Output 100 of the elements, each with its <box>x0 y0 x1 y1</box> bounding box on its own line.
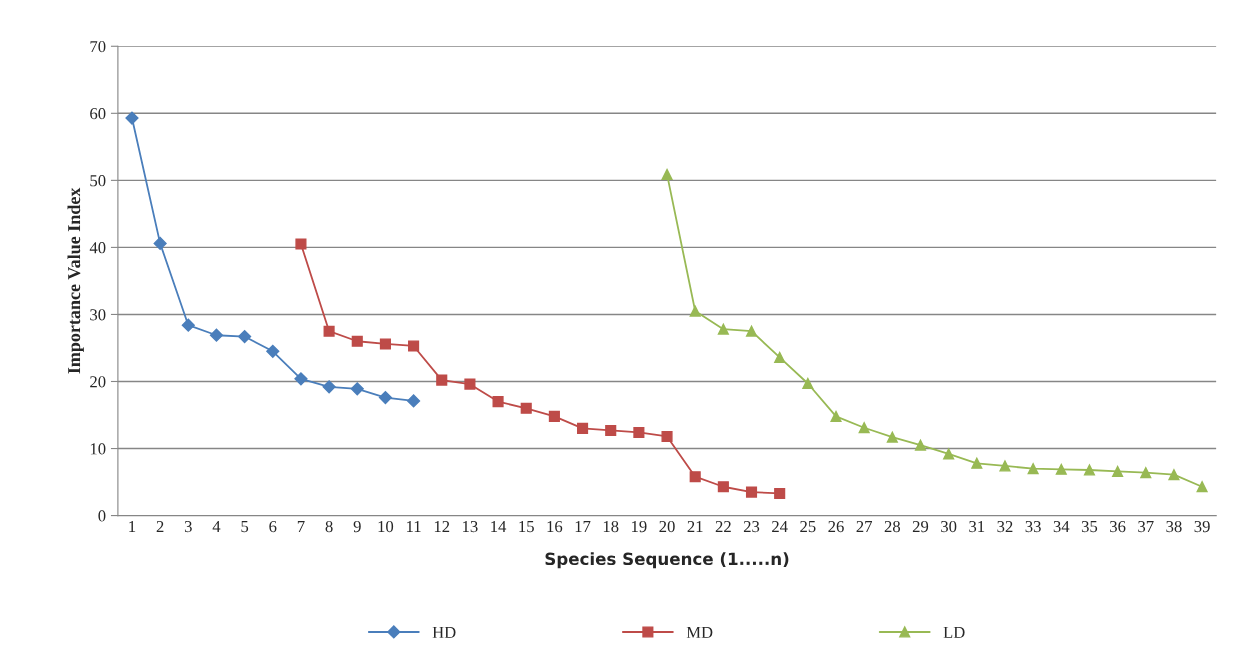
x-tick-label: 21 <box>687 520 703 533</box>
point <box>1083 464 1096 476</box>
point <box>238 329 252 344</box>
point <box>322 380 336 394</box>
point <box>802 377 814 390</box>
x-tick-label: 20 <box>659 520 675 533</box>
y-axis-title: Importance Value Index <box>67 187 84 374</box>
x-tick-label: 10 <box>378 520 394 533</box>
point <box>999 460 1011 472</box>
point <box>323 325 335 337</box>
x-tick-label: 36 <box>1110 520 1126 533</box>
legend-label: HD <box>432 626 456 638</box>
x-tick-label: 34 <box>1053 520 1070 533</box>
point <box>745 325 758 337</box>
x-tick-label: 1 <box>129 521 136 533</box>
point <box>181 318 195 332</box>
x-tick-label: 12 <box>434 520 450 533</box>
x-tick-label: 33 <box>1025 520 1041 533</box>
y-tick-label: 30 <box>90 309 106 321</box>
x-tick-label: 14 <box>491 521 507 533</box>
point <box>886 431 898 443</box>
point <box>548 410 560 422</box>
x-tick-label: 6 <box>269 520 277 533</box>
point <box>464 378 476 390</box>
point <box>633 426 645 439</box>
x-tick-label: 27 <box>856 520 873 533</box>
point <box>914 439 927 451</box>
point <box>1027 463 1039 475</box>
x-tick-label: 38 <box>1166 520 1182 533</box>
point <box>492 396 504 408</box>
point <box>1055 463 1067 475</box>
x-tick-label: 7 <box>297 521 305 533</box>
x-tick-label: 22 <box>715 520 731 533</box>
x-tick-label: 19 <box>632 520 647 533</box>
point <box>717 481 729 493</box>
point <box>661 168 673 180</box>
point <box>605 424 617 436</box>
point <box>153 236 167 250</box>
x-tick-label: 30 <box>941 520 957 533</box>
x-tick-label: 28 <box>884 520 901 533</box>
y-tick-label: 10 <box>90 443 106 455</box>
point <box>378 390 393 405</box>
point <box>436 374 448 386</box>
y-tick-label: 50 <box>90 175 106 187</box>
x-tick-label: 18 <box>603 520 619 533</box>
point <box>745 486 758 498</box>
x-axis-title: Species Sequence (1.....n) <box>545 552 789 569</box>
x-tick-label: 37 <box>1138 520 1154 533</box>
point <box>351 335 363 347</box>
x-tick-label: 9 <box>353 520 361 533</box>
x-tick-label: 29 <box>912 520 929 533</box>
point <box>1168 469 1180 481</box>
x-tick-label: 8 <box>325 520 333 533</box>
point <box>1140 467 1152 479</box>
point <box>266 344 280 358</box>
y-tick-label: 20 <box>90 376 106 388</box>
x-tick-label: 32 <box>997 520 1013 533</box>
point <box>830 410 842 422</box>
point <box>943 448 955 460</box>
x-tick-label: 5 <box>241 521 249 533</box>
point <box>774 351 786 363</box>
point <box>295 238 307 250</box>
point <box>408 340 420 352</box>
x-tick-label: 25 <box>800 520 816 533</box>
x-tick-label: 31 <box>969 520 985 533</box>
point <box>689 471 701 483</box>
x-tick-label: 35 <box>1081 520 1098 533</box>
x-tick-label: 26 <box>828 520 844 533</box>
point <box>1112 465 1124 477</box>
x-tick-label: 13 <box>463 520 478 533</box>
point <box>661 430 673 443</box>
x-tick-label: 15 <box>519 521 534 533</box>
point <box>576 422 589 434</box>
point <box>125 111 139 125</box>
x-tick-label: 2 <box>156 520 164 533</box>
point <box>209 328 224 342</box>
point <box>971 457 983 469</box>
legend-label: MD <box>686 626 713 638</box>
point <box>858 422 870 434</box>
point <box>294 372 308 386</box>
x-tick-label: 3 <box>184 520 192 533</box>
x-tick-label: 17 <box>575 521 591 533</box>
x-tick-label: 16 <box>547 520 563 533</box>
y-tick-label: 60 <box>90 108 106 120</box>
x-tick-label: 4 <box>212 521 221 533</box>
x-tick-label: 23 <box>743 520 760 533</box>
y-tick-label: 70 <box>90 40 106 53</box>
point <box>520 402 532 414</box>
legend-label: LD <box>943 626 965 638</box>
y-tick-label: 0 <box>98 510 106 522</box>
x-tick-label: 11 <box>407 521 421 533</box>
y-tick-label: 40 <box>89 242 106 254</box>
point <box>689 305 701 317</box>
point <box>717 323 729 335</box>
point <box>350 382 364 396</box>
point <box>406 394 421 408</box>
point <box>774 487 786 500</box>
point <box>1196 481 1208 493</box>
x-tick-label: 39 <box>1194 520 1210 533</box>
x-tick-label: 24 <box>772 520 788 533</box>
